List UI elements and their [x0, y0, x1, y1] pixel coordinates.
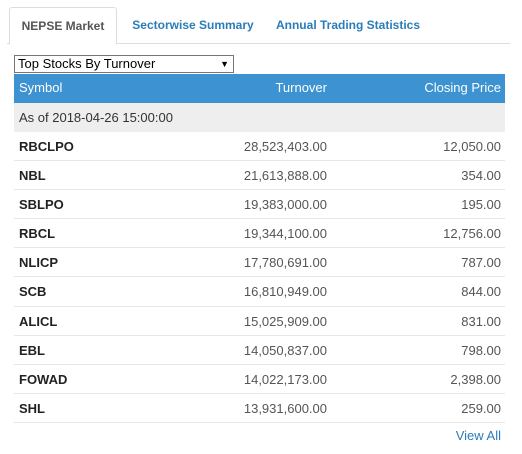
table-row: RBCL 19,344,100.00 12,756.00 — [14, 219, 505, 249]
tab-nepse-market[interactable]: NEPSE Market — [9, 7, 117, 45]
row-symbol: ALICL — [19, 313, 58, 329]
row-turnover: 17,780,691.00 — [243, 255, 327, 271]
header-symbol: Symbol — [19, 80, 63, 95]
row-turnover: 14,050,837.00 — [243, 342, 327, 358]
table-row: RBCLPO 28,523,403.00 12,050.00 — [14, 132, 505, 162]
row-closing-price: 798.00 — [461, 342, 501, 358]
row-turnover: 21,613,888.00 — [243, 168, 327, 184]
row-symbol: NLICP — [19, 255, 58, 271]
as-of-timestamp: As of 2018-04-26 15:00:00 — [14, 103, 505, 132]
row-symbol: RBCL — [19, 226, 56, 242]
row-closing-price: 195.00 — [461, 197, 501, 213]
table-row: SBLPO 19,383,000.00 195.00 — [14, 190, 505, 220]
header-closing-price: Closing Price — [424, 80, 501, 95]
row-symbol: EBL — [19, 342, 45, 358]
row-closing-price: 12,050.00 — [443, 139, 501, 154]
table-row: SHL 13,931,600.00 259.00 — [14, 394, 505, 423]
row-turnover: 14,022,173.00 — [243, 371, 327, 387]
table-row: SCB 16,810,949.00 844.00 — [14, 277, 505, 307]
row-closing-price: 12,756.00 — [443, 226, 501, 242]
row-closing-price: 831.00 — [461, 313, 501, 329]
table-row: NBL 21,613,888.00 354.00 — [14, 161, 505, 191]
row-closing-price: 354.00 — [461, 168, 501, 184]
tab-sectorwise-summary[interactable]: Sectorwise Summary — [132, 18, 254, 32]
market-tabs: NEPSE Market Sectorwise Summary Annual T… — [7, 7, 510, 45]
row-turnover: 16,810,949.00 — [243, 284, 327, 300]
table-header: Symbol Turnover Closing Price — [14, 74, 505, 103]
top-stocks-select-value: Top Stocks By Turnover — [18, 56, 156, 71]
view-all-link[interactable]: View All — [455, 428, 501, 443]
row-turnover: 19,344,100.00 — [243, 226, 327, 242]
row-symbol: SBLPO — [19, 197, 64, 213]
tab-annual-trading-statistics[interactable]: Annual Trading Statistics — [275, 18, 421, 32]
top-stocks-table: Symbol Turnover Closing Price As of 2018… — [14, 74, 505, 423]
table-row: EBL 14,050,837.00 798.00 — [14, 336, 505, 365]
dropdown-arrow-icon: ▼ — [220, 59, 229, 69]
table-row: FOWAD 14,022,173.00 2,398.00 — [14, 365, 505, 394]
row-closing-price: 787.00 — [461, 255, 501, 271]
row-turnover: 15,025,909.00 — [243, 313, 327, 329]
header-turnover: Turnover — [275, 80, 327, 95]
table-row: NLICP 17,780,691.00 787.00 — [14, 248, 505, 278]
row-turnover: 28,523,403.00 — [243, 139, 327, 154]
row-symbol: RBCLPO — [19, 139, 74, 154]
top-stocks-select[interactable]: Top Stocks By Turnover ▼ — [14, 55, 234, 73]
row-symbol: SCB — [19, 284, 47, 300]
row-closing-price: 2,398.00 — [450, 371, 501, 387]
row-turnover: 19,383,000.00 — [243, 197, 327, 213]
row-symbol: NBL — [19, 168, 46, 184]
row-symbol: SHL — [19, 400, 45, 416]
row-closing-price: 844.00 — [461, 284, 501, 300]
row-turnover: 13,931,600.00 — [243, 400, 327, 416]
table-row: ALICL 15,025,909.00 831.00 — [14, 307, 505, 336]
row-symbol: FOWAD — [19, 371, 68, 387]
row-closing-price: 259.00 — [461, 400, 501, 416]
